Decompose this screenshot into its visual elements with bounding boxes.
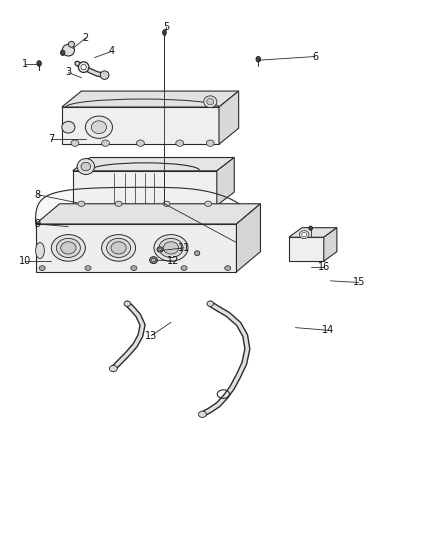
Ellipse shape — [150, 257, 157, 264]
Ellipse shape — [85, 116, 113, 139]
Ellipse shape — [152, 259, 155, 262]
Polygon shape — [219, 91, 239, 144]
Text: 9: 9 — [35, 219, 41, 229]
Text: 4: 4 — [109, 46, 115, 56]
Ellipse shape — [111, 242, 126, 254]
Ellipse shape — [77, 159, 95, 174]
Ellipse shape — [256, 56, 261, 62]
Ellipse shape — [62, 122, 75, 133]
Polygon shape — [62, 107, 219, 144]
Ellipse shape — [176, 140, 184, 147]
Ellipse shape — [131, 266, 137, 270]
Ellipse shape — [102, 235, 136, 261]
Ellipse shape — [163, 242, 179, 254]
Ellipse shape — [207, 301, 214, 306]
Text: 10: 10 — [18, 256, 31, 266]
Text: 12: 12 — [167, 256, 179, 266]
Polygon shape — [35, 204, 261, 224]
Ellipse shape — [81, 163, 91, 171]
Ellipse shape — [61, 242, 76, 254]
Ellipse shape — [205, 201, 212, 206]
Ellipse shape — [100, 71, 109, 79]
Ellipse shape — [302, 232, 307, 237]
Ellipse shape — [299, 231, 309, 239]
Ellipse shape — [124, 301, 131, 306]
Ellipse shape — [159, 248, 162, 251]
Ellipse shape — [194, 251, 200, 256]
Text: 13: 13 — [145, 330, 157, 341]
Polygon shape — [289, 237, 324, 261]
Text: 1: 1 — [21, 60, 28, 69]
Ellipse shape — [225, 266, 231, 270]
Ellipse shape — [163, 201, 170, 206]
Ellipse shape — [60, 50, 65, 55]
Text: 3: 3 — [65, 68, 71, 77]
Ellipse shape — [68, 42, 74, 47]
Text: 2: 2 — [83, 33, 89, 43]
Polygon shape — [62, 91, 239, 107]
Text: 5: 5 — [163, 22, 170, 33]
Text: 8: 8 — [35, 190, 41, 200]
Ellipse shape — [207, 99, 214, 105]
Ellipse shape — [198, 411, 206, 417]
Ellipse shape — [115, 201, 122, 206]
Polygon shape — [73, 171, 217, 205]
Ellipse shape — [39, 266, 45, 270]
Polygon shape — [324, 228, 337, 261]
Ellipse shape — [157, 247, 163, 252]
Ellipse shape — [204, 96, 217, 108]
Ellipse shape — [110, 366, 117, 372]
Ellipse shape — [162, 30, 166, 35]
Ellipse shape — [154, 235, 188, 261]
Polygon shape — [35, 224, 237, 272]
Ellipse shape — [51, 235, 85, 261]
Ellipse shape — [102, 140, 110, 147]
Text: 11: 11 — [178, 243, 190, 253]
Ellipse shape — [81, 64, 86, 70]
Ellipse shape — [57, 238, 81, 257]
Text: 15: 15 — [353, 278, 365, 287]
Ellipse shape — [85, 266, 91, 270]
Ellipse shape — [62, 44, 74, 56]
Polygon shape — [289, 228, 337, 237]
Ellipse shape — [37, 61, 41, 66]
Ellipse shape — [309, 226, 312, 230]
Polygon shape — [217, 158, 234, 205]
Ellipse shape — [35, 243, 44, 259]
Ellipse shape — [137, 140, 145, 147]
Ellipse shape — [78, 62, 89, 72]
Text: 7: 7 — [48, 134, 54, 144]
Text: 6: 6 — [312, 52, 318, 61]
Polygon shape — [237, 204, 261, 272]
Ellipse shape — [71, 140, 79, 147]
Polygon shape — [73, 158, 234, 171]
Ellipse shape — [181, 266, 187, 270]
Ellipse shape — [78, 201, 85, 206]
Ellipse shape — [206, 140, 214, 147]
Ellipse shape — [91, 121, 106, 134]
Ellipse shape — [106, 238, 131, 257]
Polygon shape — [35, 187, 250, 250]
Text: 14: 14 — [322, 325, 334, 335]
Text: 16: 16 — [318, 262, 330, 271]
Ellipse shape — [159, 238, 183, 257]
